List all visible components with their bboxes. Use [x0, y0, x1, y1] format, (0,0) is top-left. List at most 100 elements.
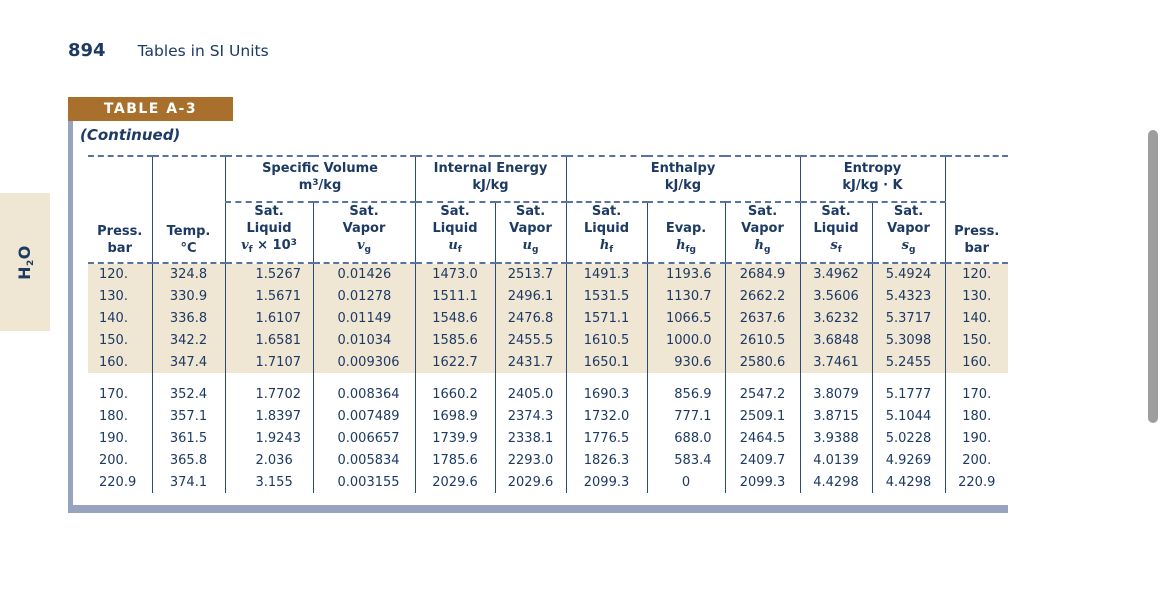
table-cell: 3.4962 [799, 263, 872, 286]
table-cell: 170. [99, 386, 128, 402]
table-cell: 5.0228 [871, 427, 945, 450]
table-cell: 0.005834 [312, 449, 415, 472]
table-cell: 0.01034 [312, 329, 415, 352]
table-cell: 5.1777 [871, 383, 945, 406]
table-cell: 0.006657 [312, 427, 415, 450]
table-cell: 180. [99, 408, 128, 424]
table-cell: 3.9388 [799, 427, 872, 450]
table-cell: 140. [88, 307, 152, 330]
table-cell: 5.4323 [871, 285, 945, 308]
table-cell: 2409.7 [724, 449, 800, 472]
table-cell: 1732.0 [565, 405, 647, 428]
group-header-enthalpy: Enthalpy kJ/kg [565, 155, 800, 203]
table-frame-bottom [68, 505, 1008, 513]
table-cell: 1130.7 [646, 285, 725, 308]
column-header: Sat. Liquid hf [565, 202, 647, 265]
table-cell: 0.01426 [312, 263, 415, 286]
table-cell: 361.5 [151, 427, 225, 450]
table-cell: 5.4924 [871, 263, 945, 286]
table-cell: 1531.5 [565, 285, 647, 308]
table-cell: 2476.8 [494, 307, 566, 330]
table-cell: 1473.0 [414, 263, 495, 286]
table-row: 170. 352.4 1.7702 0.008364 1660.2 2405.0 1690.… [88, 383, 1008, 406]
group-header-specific-volume: Specific Volume m3/kg [224, 155, 415, 203]
table-label-text: TABLE A-3 [103, 101, 198, 117]
table-cell: 336.8 [151, 307, 225, 330]
table-cell: 4.4298 [799, 471, 872, 494]
table-cell: 150. [88, 329, 152, 352]
column-header: Press. bar [944, 202, 1008, 265]
table-cell: 1622.7 [414, 351, 495, 374]
table-row: 220.9 374.1 3.155 0.003155 2029.6 2029.6 2099.… [88, 471, 1008, 494]
table-cell: 688.0 [646, 427, 725, 450]
column-header: Sat. Liquid sf [799, 202, 872, 265]
table-cell: 1610.5 [565, 329, 647, 352]
table-cell: 2.036 [224, 449, 313, 472]
table-cell: 220.9 [944, 471, 1008, 494]
saturated-water-pressure-table: Specific Volume m3/kg Internal Energy kJ/kg… [88, 155, 1008, 494]
table-cell: 930.6 [646, 351, 725, 374]
table-cell: 140. [944, 307, 1008, 330]
table-cell: 2099.3 [565, 471, 647, 494]
table-cell: 347.4 [151, 351, 225, 374]
table-cell: 2684.9 [724, 263, 800, 286]
table-cell: 1491.3 [565, 263, 647, 286]
table-cell: 1193.6 [646, 263, 725, 286]
table-cell: 352.4 [151, 383, 225, 406]
table-row: 150. 342.2 1.6581 0.01034 1585.6 2455.5 1610.5… [88, 329, 1008, 352]
table-cell: 583.4 [646, 449, 725, 472]
column-header: Sat. Liquid vf × 103 [224, 202, 313, 265]
column-header: Evap. hfg [646, 202, 725, 265]
column-header: Sat. Liquid uf [414, 202, 495, 265]
table-row: 160. 347.4 1.7107 0.009306 1622.7 2431.7 1650.… [88, 351, 1008, 374]
table-cell: 1.5671 [224, 285, 313, 308]
table-cell: 1.6581 [224, 329, 313, 352]
page-header: 894 Tables in SI Units [68, 40, 269, 61]
table-cell: 777.1 [646, 405, 725, 428]
table-continued-note: (Continued) [80, 126, 181, 144]
table-cell: 2580.6 [724, 351, 800, 374]
table-cell: 2455.5 [494, 329, 566, 352]
table-cell: 120. [88, 263, 152, 286]
scrollbar-thumb[interactable] [1148, 130, 1158, 423]
table-row: 180. 357.1 1.8397 0.007489 1698.9 2374.3 1732.… [88, 405, 1008, 428]
table-cell: 1585.6 [414, 329, 495, 352]
table-row: 120. 324.8 1.5267 0.01426 1473.0 2513.7 1491.3… [88, 263, 1008, 286]
column-header: Sat. Vapor vg [312, 202, 415, 265]
table-cell: 2610.5 [724, 329, 800, 352]
table-cell: 1660.2 [414, 383, 495, 406]
table-cell: 2293.0 [494, 449, 566, 472]
table-cell: 0.009306 [312, 351, 415, 374]
table-cell: 3.6232 [799, 307, 872, 330]
table-row: 130. 330.9 1.5671 0.01278 1511.1 2496.1 1531.5… [88, 285, 1008, 308]
table-cell: 4.4298 [871, 471, 945, 494]
table-cell: 200. [944, 449, 1008, 472]
table-cell: 3.6848 [799, 329, 872, 352]
table-cell: 1.8397 [224, 405, 313, 428]
table-cell: 342.2 [151, 329, 225, 352]
column-header: Temp. °C [151, 202, 225, 265]
table-cell: 1.9243 [224, 427, 313, 450]
table-cell: 1785.6 [414, 449, 495, 472]
table-cell: 2374.3 [494, 405, 566, 428]
group-header-spacer [88, 155, 152, 202]
table-cell: 0.007489 [312, 405, 415, 428]
table-cell: 2662.2 [724, 285, 800, 308]
table-cell: 2338.1 [494, 427, 566, 450]
table-cell: 1826.3 [565, 449, 647, 472]
group-header-spacer [151, 155, 225, 202]
table-cell: 3.5606 [799, 285, 872, 308]
table-cell: 1650.1 [565, 351, 647, 374]
row-group-gap [88, 373, 1008, 384]
table-row: 190. 361.5 1.9243 0.006657 1739.9 2338.1 1776.… [88, 427, 1008, 450]
column-header: Sat. Vapor hg [724, 202, 800, 265]
table-cell: 1739.9 [414, 427, 495, 450]
table-row: 200. 365.8 2.036 0.005834 1785.6 2293.0 1826.3… [88, 449, 1008, 472]
table-cell: 0.003155 [312, 471, 415, 494]
table-cell: 2029.6 [494, 471, 566, 494]
table-cell: 2431.7 [494, 351, 566, 374]
table-cell: 1698.9 [414, 405, 495, 428]
group-header-spacer [944, 155, 1008, 202]
table-cell: 130. [944, 285, 1008, 308]
table-cell: 150. [944, 329, 1008, 352]
